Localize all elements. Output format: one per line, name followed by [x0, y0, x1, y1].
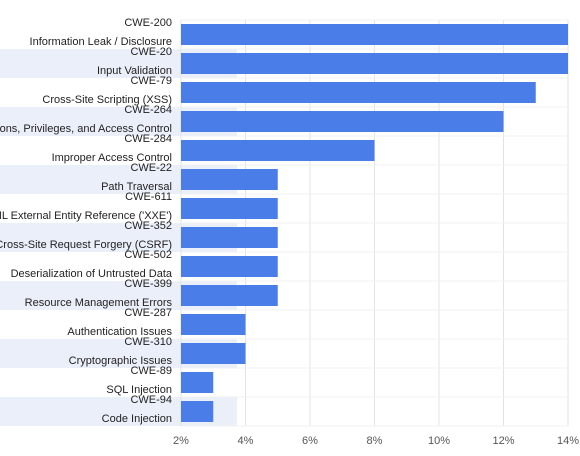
- category-name-label: Input Validation: [97, 65, 172, 77]
- category-name-label: Resource Management Errors: [25, 297, 173, 309]
- gridlines: [180, 19, 569, 427]
- x-tick-label: 6%: [302, 435, 318, 447]
- x-tick-label: 14%: [557, 435, 579, 447]
- bar: [181, 372, 214, 393]
- category-name-label: Improper Access Control: [52, 152, 172, 164]
- bar: [181, 314, 246, 335]
- bar: [181, 285, 278, 306]
- category-code-label: CWE-502: [124, 249, 172, 261]
- category-name-label: XML External Entity Reference ('XXE'): [0, 210, 172, 222]
- category-code-label: CWE-287: [124, 307, 172, 319]
- bar: [181, 24, 568, 45]
- category-name-label: Cross-Site Scripting (XSS): [42, 94, 172, 106]
- bar: [181, 198, 278, 219]
- category-code-label: CWE-79: [130, 75, 172, 87]
- category-name-label: Code Injection: [102, 413, 172, 425]
- x-tick-label: 12%: [492, 435, 514, 447]
- category-code-label: CWE-352: [124, 220, 172, 232]
- bar: [181, 256, 278, 277]
- category-code-label: CWE-20: [130, 46, 172, 58]
- x-tick-label: 10%: [428, 435, 450, 447]
- category-code-label: CWE-284: [124, 133, 172, 145]
- category-code-label: CWE-94: [130, 394, 172, 406]
- category-code-label: CWE-200: [124, 17, 172, 29]
- category-name-label: Cross-Site Request Forgery (CSRF): [0, 239, 172, 251]
- category-name-label: Information Leak / Disclosure: [30, 36, 172, 48]
- bar: [181, 401, 214, 422]
- x-tick-label: 4%: [238, 435, 254, 447]
- category-code-label: CWE-89: [130, 365, 172, 377]
- category-name-label: Path Traversal: [101, 181, 172, 193]
- bar: [181, 227, 278, 248]
- category-name-label: Authentication Issues: [67, 326, 172, 338]
- x-axis-ticks: 2% 4% 6% 8% 10% 12% 14%: [173, 435, 579, 447]
- x-tick-label: 8%: [367, 435, 383, 447]
- category-name-label: Permissions, Privileges, and Access Cont…: [0, 123, 172, 135]
- category-name-label: SQL Injection: [106, 384, 172, 396]
- category-code-label: CWE-310: [124, 336, 172, 348]
- category-code-label: CWE-611: [125, 191, 172, 203]
- bar: [181, 111, 504, 132]
- category-code-label: CWE-399: [124, 278, 172, 290]
- category-name-label: Cryptographic Issues: [69, 355, 173, 367]
- category-code-label: CWE-22: [130, 162, 172, 174]
- bar: [181, 343, 246, 364]
- bars: [181, 24, 568, 422]
- x-tick-label: 2%: [173, 435, 189, 447]
- bar: [181, 169, 278, 190]
- category-name-label: Deserialization of Untrusted Data: [11, 268, 173, 280]
- bar: [181, 82, 536, 103]
- bar: [181, 53, 568, 74]
- bar: [181, 140, 375, 161]
- category-code-label: CWE-264: [124, 104, 172, 116]
